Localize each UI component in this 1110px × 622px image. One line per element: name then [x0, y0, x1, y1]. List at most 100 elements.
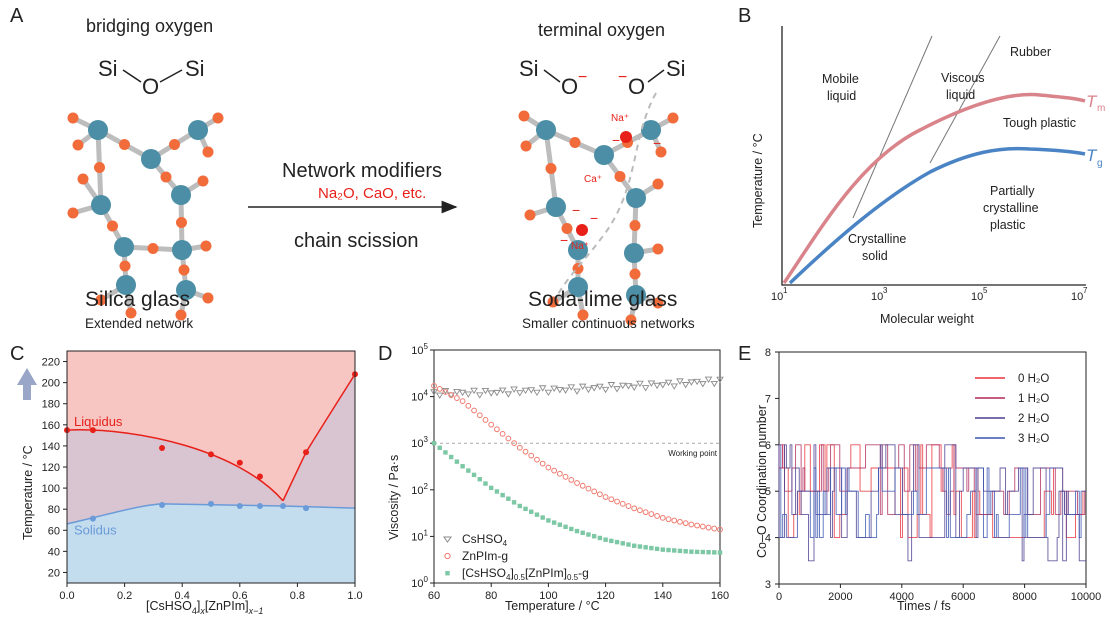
- silicon-atom: [594, 145, 614, 165]
- sodium-label: Na⁺: [571, 241, 589, 252]
- blend-point: [489, 485, 494, 491]
- znpim-point: [539, 460, 546, 467]
- znpim-point: [488, 421, 495, 428]
- oxygen-atom: [652, 297, 664, 309]
- panel-a-label: A: [10, 5, 24, 27]
- svg-text:10: 10: [1071, 291, 1083, 303]
- blend-point: [431, 441, 437, 446]
- terminal-minus-left: −: [578, 69, 587, 86]
- blend-point: [643, 545, 648, 550]
- liquidus-point: [89, 427, 96, 434]
- region-mobile: Mobile: [822, 72, 859, 86]
- znpim-point: [522, 448, 529, 455]
- znpim-point: [705, 524, 712, 531]
- y-tick-label: 3: [765, 579, 771, 591]
- y-tick-label: 60: [48, 525, 60, 537]
- blend-point: [672, 548, 677, 553]
- tg-label: T: [1086, 146, 1098, 165]
- silicon-atom: [568, 240, 588, 260]
- panel-b-tick: 101: [771, 286, 788, 303]
- znpim-point: [579, 482, 586, 489]
- liquidus-point: [256, 473, 263, 480]
- blend-point: [443, 450, 448, 455]
- cshso4-point: [590, 385, 598, 392]
- oxygen-atom: [614, 171, 626, 182]
- znpim-point: [642, 509, 649, 516]
- bond-line: [122, 69, 142, 83]
- znpim-point: [625, 503, 632, 509]
- cshso4-point: [636, 380, 644, 388]
- region-rubber: Rubber: [1010, 45, 1051, 59]
- blend-point: [677, 548, 683, 554]
- region-partially: Partially: [990, 184, 1035, 198]
- oxygen-atom: [667, 112, 679, 124]
- oxygen-atom: [77, 173, 89, 185]
- cshso4-point: [681, 382, 690, 389]
- oxygen-atom: [95, 294, 107, 306]
- oxygen-atom: [160, 171, 172, 183]
- panel-c: C Temperature / °C [CsHSO4]x[ZnPIm]x−1 2…: [10, 343, 363, 616]
- y-tick-label: 200: [42, 378, 60, 390]
- svg-text:10: 10: [771, 291, 783, 303]
- region-solid: solid: [862, 249, 888, 263]
- oxygen-atom: [655, 146, 667, 158]
- solidus-point: [236, 503, 243, 510]
- cshso4-point: [601, 386, 610, 394]
- oxygen-atom: [569, 137, 581, 148]
- legend-label: 1 H₂O: [1018, 393, 1049, 405]
- liquidus-point: [208, 451, 214, 458]
- cshso4-point: [475, 392, 484, 399]
- terminal-o-right: O: [628, 74, 645, 99]
- blend-point: [614, 539, 620, 545]
- y-tick-label: 7: [765, 393, 771, 405]
- oxygen-atom: [652, 178, 664, 190]
- solidus-point: [256, 503, 263, 510]
- oxygen-atom: [175, 309, 187, 321]
- znpim-point: [574, 480, 580, 486]
- blend-point: [517, 503, 522, 509]
- cshso4-point: [464, 391, 473, 398]
- znpim-point: [602, 494, 609, 500]
- solidus-point: [303, 505, 310, 512]
- oxygen-atom: [197, 175, 209, 187]
- blend-point: [586, 532, 591, 537]
- panel-c-ylabel: Temperature / °C: [21, 445, 35, 540]
- oxygen-atom: [577, 309, 589, 321]
- tm-curve: [782, 92, 1086, 284]
- solidus-label: Solidus: [74, 522, 117, 537]
- working-point-label: Working point: [668, 449, 718, 458]
- blend-point: [694, 549, 700, 555]
- panel-b-label: B: [738, 5, 751, 27]
- oxygen-atom: [178, 264, 190, 276]
- panel-e-label: E: [738, 343, 751, 365]
- region-liquid: liquid: [827, 89, 856, 103]
- panel-b-ylabel: Temperature / °C: [751, 133, 765, 228]
- oxygen-atom: [524, 209, 536, 221]
- blend-point: [712, 550, 717, 555]
- legend-cshso4: CsHSO4: [462, 532, 508, 548]
- blend-point: [460, 464, 465, 469]
- oxygen-atom: [561, 223, 573, 234]
- legend-blend-marker: [445, 571, 450, 576]
- separator-dashed-line: [555, 92, 657, 299]
- cshso4-point: [670, 383, 679, 390]
- znpim-point: [665, 516, 672, 523]
- x-tick-label: 160: [711, 590, 729, 602]
- oxygen-atom: [202, 146, 214, 158]
- y-tick-label: 101: [411, 528, 428, 543]
- blend-point: [700, 549, 706, 555]
- oxygen-atom: [545, 163, 557, 174]
- oxygen-atom: [518, 110, 530, 122]
- znpim-point: [608, 496, 615, 503]
- cshso4-point: [556, 387, 564, 394]
- bridging-o: O: [142, 74, 159, 99]
- cshso4-point: [510, 386, 518, 393]
- y-tick-label: 40: [48, 546, 60, 558]
- znpim-point: [551, 467, 558, 474]
- legend-label: 3 H₂O: [1018, 433, 1049, 445]
- bridging-oxygen-title: bridging oxygen: [86, 16, 213, 36]
- blend-point: [706, 550, 711, 555]
- znpim-point: [568, 477, 575, 483]
- y-tick-label: 100: [411, 575, 428, 590]
